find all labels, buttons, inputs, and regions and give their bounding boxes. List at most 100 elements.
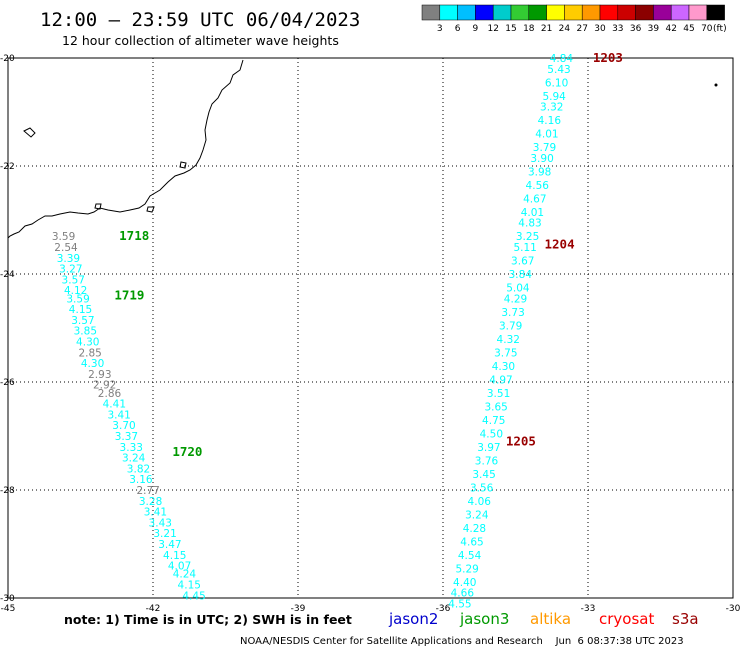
color-legend: 3 6 9 12 15 18 21 24 27 30 33 36 39 42 45 70 (ft) [421,4,727,34]
wave-height-value: 4.83 [518,218,541,230]
wave-height-value: 6.10 [545,77,568,89]
coast-island-1 [23,127,36,138]
legend-swatch [421,4,441,21]
wave-height-value: 3.59 [52,231,75,243]
legend-level: 70 [701,24,713,34]
wave-height-value: 4.30 [76,337,99,349]
wave-height-value: 4.28 [463,523,486,535]
wave-height-value: 3.57 [71,315,94,327]
coast-island-2 [179,161,187,169]
wave-height-value: 3.70 [112,420,135,432]
wave-height-value: 3.39 [57,253,80,265]
wave-height-value: 5.94 [542,91,566,103]
wave-height-value: 4.84 [550,53,574,65]
y-axis-ticks: -20 -22 -24 -26 -28 -30 [0,54,15,604]
pass-time-label: 1203 [593,50,623,65]
wave-height-value: 5.29 [455,563,478,575]
wave-height-value: 3.47 [158,539,181,551]
altimeter-tracks: 3.592.543.393.273.574.123.594.153.573.85… [52,50,623,610]
legend-swatch [510,4,530,21]
wave-height-value: 4.65 [460,536,483,548]
wave-height-value: 3.24 [122,453,146,465]
wave-height-value: 4.30 [492,361,515,373]
legend-swatch [475,4,494,21]
wave-height-value: 4.07 [168,561,191,573]
x-tick-label: -45 [1,604,16,614]
wave-height-value: 5.43 [547,64,570,76]
wave-height-value: 3.21 [153,528,176,540]
coastline-path [7,59,244,239]
wave-height-value: 3.82 [127,463,150,475]
wave-height-value: 4.15 [69,304,92,316]
y-tick-label: -22 [0,162,15,172]
legend-level: 24 [559,24,571,34]
wave-height-value: 3.56 [470,482,494,494]
satellite-name: cryosat [599,610,654,628]
wave-height-value: 3.79 [499,320,522,332]
legend-unit: (ft) [713,24,727,34]
wave-height-value: 3.97 [477,442,500,454]
wave-height-value: 3.73 [501,307,524,319]
legend-swatch [617,4,636,21]
wave-height-value: 4.15 [178,580,201,592]
x-tick-label: -42 [146,604,161,614]
map-plot-area: 3.592.543.393.273.574.123.594.153.573.85… [0,50,740,614]
legend-level: 36 [630,24,642,34]
wave-height-value: 3.25 [516,231,539,243]
legend-level: 15 [505,24,516,34]
y-tick-label: -30 [0,594,15,604]
wave-height-value: 4.16 [538,115,562,127]
pass-time-label: 1204 [545,236,575,251]
legend-swatch [581,4,601,21]
wave-height-value: 3.57 [62,274,85,286]
x-axis-ticks: -45 -42 -39 -36 -33 -30 [1,604,740,614]
legend-level: 33 [612,24,623,34]
wave-height-value: 4.01 [535,129,558,141]
legend-swatch [670,4,690,21]
wave-height-value: 2.85 [78,347,101,359]
legend-level: 21 [541,24,552,34]
pass-time-label: 1720 [172,444,202,459]
wave-height-value: 4.30 [81,358,104,370]
wave-height-value: 4.41 [103,399,126,411]
wave-height-value: 5.11 [513,242,536,254]
wave-height-value: 2.77 [136,485,159,497]
wave-height-value: 3.65 [484,401,507,413]
legend-level: 3 [437,24,443,34]
coast-island-3 [94,203,102,210]
x-tick-label: -33 [581,604,596,614]
legend-level: 9 [473,24,479,34]
legend-level: 18 [523,24,535,34]
legend-level: 6 [455,24,461,34]
coast-island-4 [146,206,155,213]
wave-height-value: 3.67 [511,256,534,268]
wave-height-value: 2.92 [93,380,116,392]
satellite-legend: jason2 jason3 altika cryosat s3a [388,610,699,628]
map-grid [8,58,733,598]
pass-time-label: 1205 [506,433,536,448]
legend-swatch [599,4,619,21]
wave-height-value: 4.50 [480,428,503,440]
wave-height-value: 3.32 [540,102,563,114]
wave-height-value: 3.24 [465,509,489,521]
wave-height-value: 4.40 [453,577,476,589]
wave-height-value: 4.56 [526,180,550,192]
legend-swatch [439,4,458,21]
legend-swatch [688,4,708,21]
wave-height-value: 3.41 [107,409,130,421]
x-tick-label: -39 [291,604,306,614]
wave-height-value: 4.45 [182,590,205,602]
legend-level: 39 [648,24,660,34]
wave-height-value: 3.41 [144,507,167,519]
track-jason3: 3.592.543.393.273.574.123.594.153.573.85… [52,228,206,602]
wave-height-value: 3.84 [509,269,533,281]
wave-height-value: 2.93 [88,369,111,381]
wave-height-value: 4.66 [451,588,475,600]
legend-level: 45 [683,24,694,34]
map-frame [7,57,734,599]
x-tick-label: -30 [726,604,740,614]
wave-height-value: 4.97 [489,374,512,386]
legend-swatch [528,4,547,21]
y-tick-label: -24 [0,270,15,280]
